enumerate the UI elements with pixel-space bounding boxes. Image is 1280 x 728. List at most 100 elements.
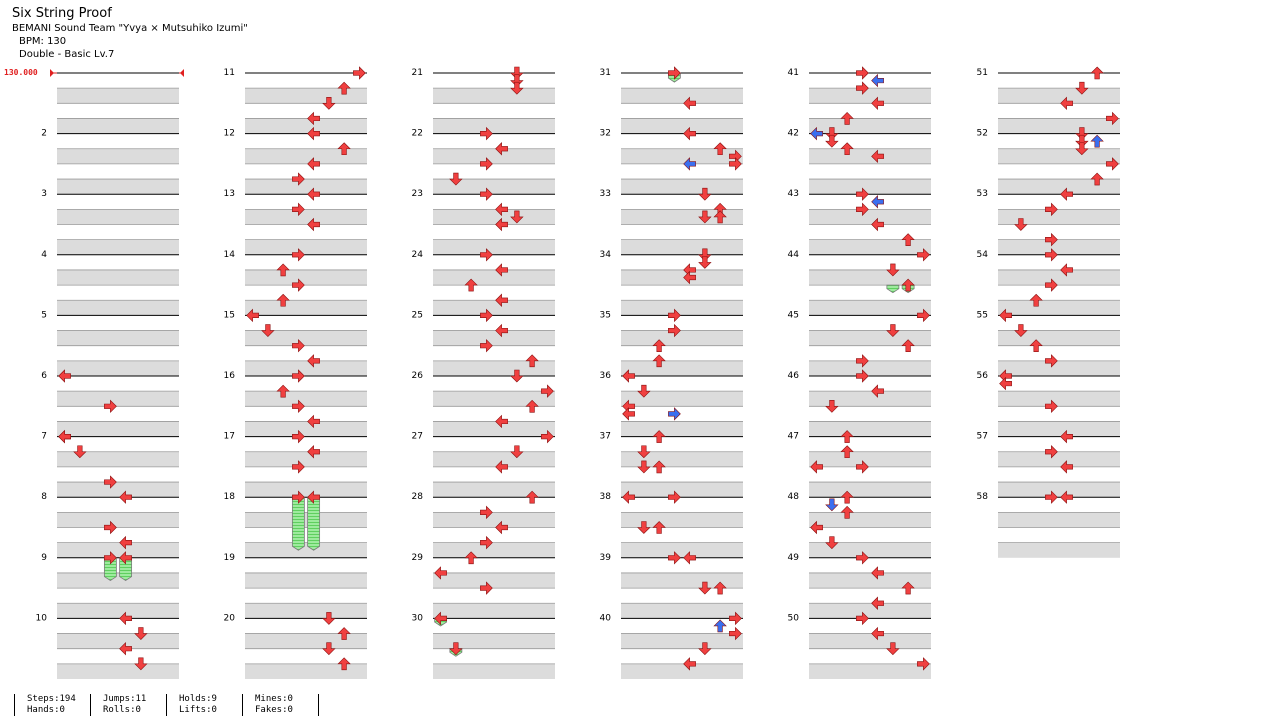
arrow-note — [886, 263, 900, 277]
beat-stripe — [998, 269, 1120, 286]
arrow-note — [322, 612, 336, 625]
arrow-note — [713, 581, 727, 595]
song-bpm: BPM: 130 — [19, 36, 67, 47]
measure-12: 12 — [224, 129, 367, 195]
measure-42: 42 — [788, 129, 931, 195]
beat-stripe — [809, 239, 931, 255]
arrow-note — [652, 430, 666, 443]
beat-stripe — [998, 148, 1120, 164]
beat-stripe — [621, 269, 743, 286]
arrow-note — [292, 202, 305, 217]
arrow-note — [480, 308, 493, 323]
measure-number: 57 — [977, 432, 988, 442]
arrow-note — [917, 308, 930, 323]
measure-50: 50 — [788, 613, 931, 679]
measure-35: 35 — [600, 310, 743, 376]
measure-number: 51 — [977, 68, 988, 78]
arrow-note — [668, 323, 681, 338]
arrow-note — [434, 611, 447, 626]
measure-number: 26 — [412, 371, 424, 381]
stat-rolls: Rolls:0 — [103, 705, 141, 715]
beat-stripe — [57, 300, 179, 316]
arrow-note — [104, 475, 117, 489]
arrow-note — [337, 81, 351, 95]
arrow-note — [119, 611, 132, 626]
arrow-note-blue — [810, 126, 823, 141]
arrow-note — [480, 581, 493, 595]
beat-stripe — [245, 451, 367, 467]
beat-stripe — [433, 88, 555, 104]
beat-stripe — [433, 633, 555, 649]
beat-stripe — [245, 330, 367, 346]
beat-stripe — [57, 663, 179, 679]
measure-number: 6 — [41, 371, 47, 381]
beat-stripe — [57, 633, 179, 649]
arrow-note — [292, 172, 305, 186]
arrow-note — [464, 551, 478, 565]
beat-stripe — [245, 572, 367, 589]
beat-stripe — [998, 88, 1120, 104]
arrow-note — [683, 96, 696, 111]
arrow-note — [652, 354, 666, 368]
measure-number: 54 — [977, 250, 989, 260]
arrow-note — [1060, 429, 1073, 444]
beat-stripe — [57, 572, 179, 589]
arrow-note — [871, 384, 884, 398]
arrow-note — [1106, 157, 1119, 171]
measure-55: 55 — [977, 310, 1120, 376]
beat-stripe — [433, 330, 555, 346]
arrow-note — [901, 581, 915, 595]
arrow-note — [856, 460, 869, 474]
arrow-note — [1060, 187, 1073, 201]
measure-24: 24 — [412, 250, 555, 316]
measure-44: 44 — [788, 250, 931, 316]
arrow-note — [668, 490, 681, 504]
arrow-note — [698, 256, 712, 269]
beat-stripe — [621, 572, 743, 589]
measure-number: 20 — [224, 613, 236, 623]
beat-stripe — [57, 482, 179, 498]
beat-stripe — [809, 148, 931, 164]
measure-number: 37 — [600, 432, 611, 442]
arrow-note — [495, 142, 508, 156]
beat-stripe — [57, 421, 179, 437]
measure-33: 33 — [600, 189, 743, 255]
measure-number: 30 — [412, 613, 424, 623]
measure-number: 18 — [224, 492, 236, 502]
beat-stripe — [433, 512, 555, 528]
beat-stripe — [809, 269, 931, 286]
arrow-note — [840, 112, 854, 125]
arrow-note — [495, 217, 508, 232]
stats-steps-column: Steps:194 Hands:0 — [14, 694, 76, 716]
arrow-note — [480, 535, 493, 550]
measure-1 — [57, 72, 179, 134]
arrow-note — [810, 520, 823, 535]
arrow-note — [871, 96, 884, 111]
beat-stripe — [433, 572, 555, 589]
arrow-note — [353, 66, 366, 80]
measure-number: 13 — [224, 189, 235, 199]
measure-number: 23 — [412, 189, 423, 199]
measure-39: 39 — [600, 553, 743, 619]
beat-stripe — [433, 118, 555, 134]
arrow-note — [917, 248, 930, 262]
measure-10: 10 — [36, 613, 179, 679]
measure-51: 51 — [977, 68, 1120, 134]
beat-stripe — [245, 269, 367, 286]
beat-stripe — [998, 512, 1120, 528]
arrow-note — [637, 521, 651, 534]
beat-stripe — [57, 542, 179, 558]
arrow-note — [510, 445, 524, 459]
stats-end-divider — [318, 694, 319, 716]
arrow-note — [480, 248, 493, 262]
arrow-note — [840, 430, 854, 443]
measure-number: 10 — [36, 613, 48, 623]
arrow-note — [1090, 66, 1104, 80]
beat-stripe — [433, 209, 555, 225]
beat-stripe — [809, 360, 931, 376]
arrow-note — [292, 429, 305, 444]
arrow-note — [1045, 354, 1058, 368]
arrow-note — [307, 126, 320, 141]
beat-stripe — [57, 209, 179, 225]
arrow-note — [541, 429, 554, 444]
